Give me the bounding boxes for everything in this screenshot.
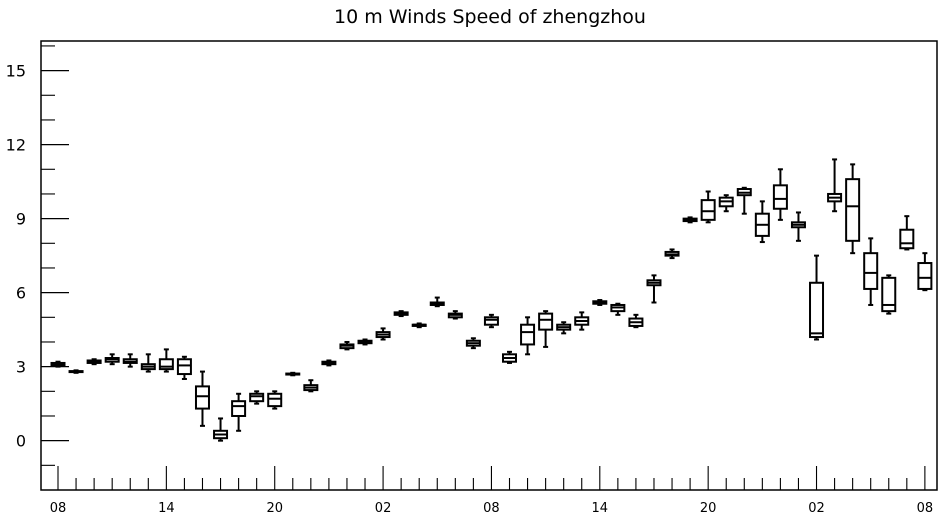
box-48	[899, 215, 915, 251]
box-15	[303, 379, 319, 393]
x-tick-label: 08	[917, 501, 934, 516]
x-tick-label: 20	[266, 501, 283, 516]
box-8	[176, 355, 192, 380]
box-body	[520, 323, 536, 346]
box-32	[610, 302, 626, 316]
box-3	[86, 358, 102, 366]
box-36	[682, 216, 698, 224]
box-45	[845, 163, 861, 255]
box-1	[50, 360, 66, 368]
box-10	[213, 417, 229, 442]
y-tick-label: 12	[6, 136, 26, 155]
box-17	[339, 340, 355, 351]
y-tick-label: 15	[6, 62, 26, 81]
box-47	[881, 274, 897, 315]
axes: 0 3 6 9 12 15 08 14 20 02 08 14 20 02 08	[6, 45, 934, 516]
box-body	[538, 312, 554, 331]
box-49	[917, 252, 933, 292]
box-44	[827, 158, 843, 213]
box-14	[285, 371, 301, 377]
box-19	[375, 327, 391, 341]
box-4	[104, 353, 120, 366]
box-21	[411, 322, 427, 329]
box-6	[140, 353, 156, 373]
x-tick-label: 20	[700, 501, 717, 516]
box-31	[592, 299, 608, 306]
box-22	[429, 296, 445, 308]
x-tick-label: 02	[808, 501, 825, 516]
box-9	[194, 370, 210, 427]
box-body	[809, 281, 825, 339]
box-33	[628, 313, 644, 329]
box-body	[267, 392, 283, 408]
box-35	[664, 248, 680, 260]
box-body	[917, 262, 933, 290]
box-23	[447, 310, 463, 320]
box-39	[736, 186, 752, 215]
y-tick-label: 3	[16, 358, 26, 377]
box-12	[249, 390, 265, 405]
box-24	[465, 337, 481, 350]
box-2	[68, 369, 84, 374]
box-43	[809, 254, 825, 341]
box-body	[231, 400, 247, 417]
box-body	[700, 199, 716, 221]
box-41	[772, 168, 788, 221]
y-tick-label: 6	[16, 284, 26, 303]
box-body	[483, 316, 499, 326]
x-tick-label: 02	[375, 501, 392, 516]
box-body	[176, 358, 192, 376]
box-29	[556, 321, 572, 335]
box-38	[718, 194, 734, 213]
box-27	[520, 316, 536, 356]
box-42	[790, 211, 806, 242]
box-16	[321, 359, 337, 367]
boxes	[50, 158, 933, 442]
box-7	[158, 348, 174, 373]
plot-frame	[40, 40, 938, 491]
box-37	[700, 190, 716, 224]
x-tick-label: 14	[158, 501, 175, 516]
chart-title: 10 m Winds Speed of zhengzhou	[334, 6, 646, 28]
x-tick-label: 08	[50, 501, 67, 516]
x-tick-label: 08	[483, 501, 500, 516]
box-body	[772, 184, 788, 210]
box-20	[393, 310, 409, 318]
box-11	[231, 392, 247, 432]
box-13	[267, 390, 283, 410]
box-body	[194, 385, 210, 410]
box-body	[158, 358, 174, 371]
x-tick-label: 14	[592, 501, 609, 516]
box-body	[845, 178, 861, 242]
box-5	[122, 353, 138, 368]
box-body	[249, 392, 265, 403]
box-18	[357, 338, 373, 346]
box-28	[538, 310, 554, 348]
box-body	[899, 228, 915, 250]
box-34	[646, 274, 662, 304]
box-26	[502, 350, 517, 364]
y-tick-label: 0	[16, 432, 26, 451]
box-46	[863, 237, 879, 306]
box-40	[754, 200, 770, 244]
box-30	[574, 311, 590, 331]
box-body	[863, 252, 879, 290]
box-body	[881, 276, 897, 313]
y-tick-label: 9	[16, 210, 26, 229]
box-25	[483, 313, 499, 329]
